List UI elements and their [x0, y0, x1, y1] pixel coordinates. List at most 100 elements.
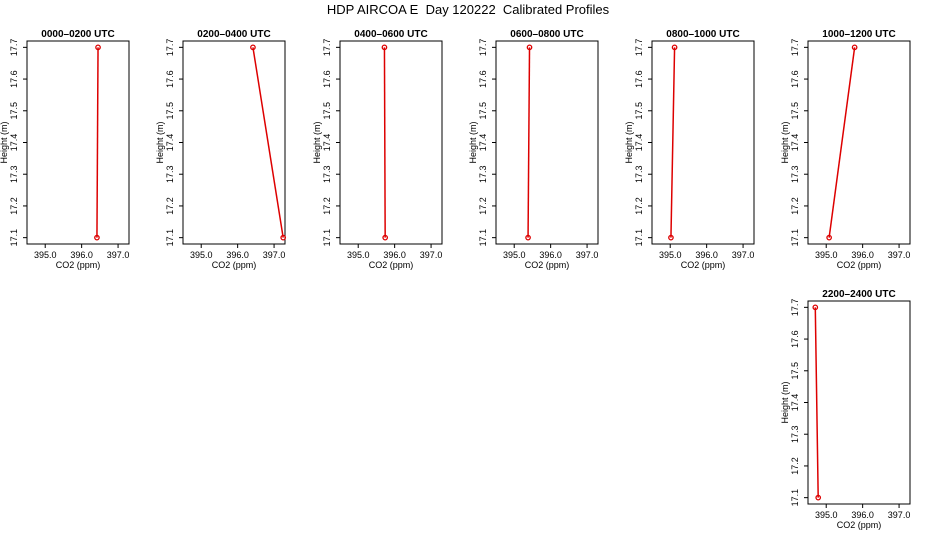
panel-title: 0200–0400 UTC [197, 29, 270, 40]
y-tick-label: 17.4 [790, 134, 800, 152]
x-tick-label: 396.0 [695, 250, 718, 260]
x-tick-label: 395.0 [815, 250, 838, 260]
y-tick-label: 17.3 [634, 165, 644, 183]
series-line [670, 47, 676, 238]
y-tick-label: 17.7 [478, 39, 488, 57]
y-tick-label: 17.1 [322, 229, 332, 247]
chart-panel: 0800–1000 UTC 395.0 396.0 397.0 17.1 17.2 17.3… [624, 29, 755, 270]
y-tick-label: 17.4 [634, 134, 644, 152]
y-tick-label: 17.2 [165, 197, 175, 215]
y-tick-label: 17.1 [790, 229, 800, 247]
x-axis-label: CO2 (ppm) [837, 520, 882, 530]
plot-frame [807, 40, 911, 245]
panel-title: 0400–0600 UTC [354, 29, 427, 40]
y-axis-label: Height (m) [0, 121, 9, 163]
data-point [826, 234, 832, 241]
data-point [94, 234, 100, 241]
y-tick-label: 17.4 [790, 394, 800, 412]
panel-title: 1000–1200 UTC [822, 29, 895, 40]
plot-frame [182, 40, 286, 245]
y-axis-label: Height (m) [155, 121, 165, 163]
y-tick-label: 17.2 [790, 457, 800, 475]
y-tick-label: 17.2 [9, 197, 19, 215]
chart-panel: 0400–0600 UTC 395.0 396.0 397.0 17.1 17.2 17.3… [312, 29, 443, 270]
panel-title: 2200–2400 UTC [822, 289, 895, 300]
y-axis-label: Height (m) [780, 121, 790, 163]
y-tick-label: 17.5 [790, 362, 800, 380]
y-tick-label: 17.1 [634, 229, 644, 247]
y-tick-label: 17.6 [165, 70, 175, 88]
plot-frame [339, 40, 443, 245]
x-axis-label: CO2 (ppm) [681, 260, 726, 270]
series-line [527, 47, 531, 238]
y-tick-label: 17.5 [478, 102, 488, 120]
y-tick-label: 17.7 [634, 39, 644, 57]
y-axis-label: Height (m) [312, 121, 322, 163]
y-tick-label: 17.1 [790, 489, 800, 507]
x-axis-label: CO2 (ppm) [56, 260, 101, 270]
plot-frame [26, 40, 130, 245]
y-tick-label: 17.3 [322, 165, 332, 183]
y-tick-label: 17.3 [790, 425, 800, 443]
x-tick-label: 396.0 [70, 250, 93, 260]
x-tick-label: 396.0 [539, 250, 562, 260]
y-tick-label: 17.5 [9, 102, 19, 120]
y-tick-label: 17.6 [790, 70, 800, 88]
x-tick-label: 397.0 [888, 510, 911, 520]
x-tick-label: 395.0 [815, 510, 838, 520]
x-tick-label: 396.0 [851, 250, 874, 260]
plot-frame [495, 40, 599, 245]
y-tick-label: 17.6 [790, 330, 800, 348]
y-tick-label: 17.5 [634, 102, 644, 120]
data-point [95, 44, 101, 51]
data-point [812, 304, 819, 311]
y-tick-label: 17.2 [634, 197, 644, 215]
x-axis-label: CO2 (ppm) [525, 260, 570, 270]
y-tick-label: 17.1 [478, 229, 488, 247]
y-tick-label: 17.4 [165, 134, 175, 152]
x-tick-label: 397.0 [420, 250, 443, 260]
y-tick-label: 17.2 [790, 197, 800, 215]
y-tick-label: 17.6 [322, 70, 332, 88]
y-tick-label: 17.4 [322, 134, 332, 152]
y-tick-label: 17.5 [790, 102, 800, 120]
chart-panel: 1000–1200 UTC 395.0 396.0 397.0 17.1 17.2 17.3… [780, 29, 911, 270]
y-tick-label: 17.7 [790, 299, 800, 317]
chart-panel: 0000–0200 UTC 395.0 396.0 397.0 17.1 17.2 17.3… [0, 29, 130, 270]
x-axis-label: CO2 (ppm) [212, 260, 257, 270]
x-tick-label: 396.0 [383, 250, 406, 260]
y-tick-label: 17.6 [634, 70, 644, 88]
plot-frame [651, 40, 755, 245]
y-tick-label: 17.7 [790, 39, 800, 57]
x-tick-label: 397.0 [263, 250, 286, 260]
x-axis-label: CO2 (ppm) [837, 260, 882, 270]
y-tick-label: 17.7 [9, 39, 19, 57]
x-axis-label: CO2 (ppm) [369, 260, 414, 270]
series-line [828, 47, 856, 238]
x-tick-label: 397.0 [107, 250, 130, 260]
y-tick-label: 17.2 [478, 197, 488, 215]
panel-title: 0800–1000 UTC [666, 29, 739, 40]
chart-panel: 0600–0800 UTC 395.0 396.0 397.0 17.1 17.2 17.3… [468, 29, 599, 270]
data-point [668, 234, 674, 241]
y-axis-label: Height (m) [780, 381, 790, 423]
y-tick-label: 17.1 [9, 229, 19, 247]
y-tick-label: 17.4 [9, 134, 19, 152]
y-tick-label: 17.3 [165, 165, 175, 183]
y-tick-label: 17.3 [9, 165, 19, 183]
y-tick-label: 17.2 [322, 197, 332, 215]
data-point [525, 234, 531, 241]
chart-panel: 2200–2400 UTC 395.0 396.0 397.0 17.1 17.2 17.3… [780, 289, 911, 530]
y-tick-label: 17.4 [478, 134, 488, 152]
data-point [671, 44, 678, 51]
series-line [96, 47, 99, 238]
x-tick-label: 395.0 [503, 250, 526, 260]
y-axis-label: Height (m) [624, 121, 634, 163]
data-point [280, 234, 287, 241]
series-line [252, 47, 284, 238]
chart-panel: 0200–0400 UTC 395.0 396.0 397.0 17.1 17.2 17.3… [155, 29, 287, 270]
data-point [382, 234, 389, 241]
panel-title: 0000–0200 UTC [41, 29, 114, 40]
plot-frame [807, 300, 911, 505]
